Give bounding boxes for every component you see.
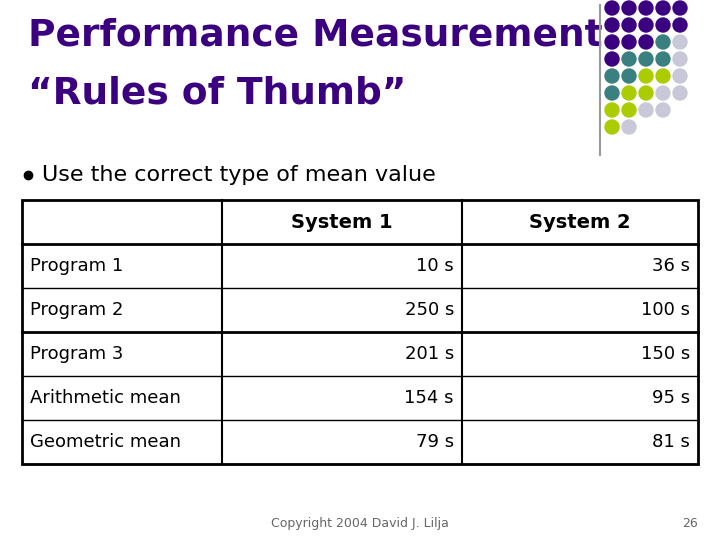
Text: System 2: System 2 [529,213,631,232]
Text: Performance Measurement: Performance Measurement [28,18,603,54]
Circle shape [605,120,619,134]
Circle shape [622,86,636,100]
Circle shape [673,18,687,32]
Circle shape [605,52,619,66]
Text: 95 s: 95 s [652,389,690,407]
Circle shape [622,1,636,15]
Circle shape [639,103,653,117]
Circle shape [622,18,636,32]
Circle shape [622,103,636,117]
Circle shape [605,103,619,117]
Circle shape [656,103,670,117]
Circle shape [656,1,670,15]
Circle shape [656,18,670,32]
Circle shape [673,35,687,49]
Text: 154 s: 154 s [405,389,454,407]
Text: 250 s: 250 s [405,301,454,319]
Circle shape [639,35,653,49]
Circle shape [605,18,619,32]
Text: 150 s: 150 s [641,345,690,363]
Circle shape [639,52,653,66]
Circle shape [656,52,670,66]
Text: 36 s: 36 s [652,257,690,275]
Circle shape [639,18,653,32]
Text: Program 1: Program 1 [30,257,123,275]
Circle shape [673,69,687,83]
Circle shape [639,1,653,15]
Circle shape [605,86,619,100]
Text: Geometric mean: Geometric mean [30,433,181,451]
Text: “Rules of Thumb”: “Rules of Thumb” [28,75,406,111]
Text: Program 3: Program 3 [30,345,123,363]
Circle shape [656,35,670,49]
Text: Copyright 2004 David J. Lilja: Copyright 2004 David J. Lilja [271,517,449,530]
Text: System 1: System 1 [291,213,393,232]
Text: 26: 26 [683,517,698,530]
Text: 81 s: 81 s [652,433,690,451]
Circle shape [605,69,619,83]
Circle shape [656,69,670,83]
Text: Program 2: Program 2 [30,301,123,319]
Circle shape [673,52,687,66]
Text: 79 s: 79 s [416,433,454,451]
Circle shape [622,120,636,134]
Text: Arithmetic mean: Arithmetic mean [30,389,181,407]
Text: 201 s: 201 s [405,345,454,363]
Circle shape [639,69,653,83]
Circle shape [622,52,636,66]
Circle shape [639,86,653,100]
Circle shape [656,86,670,100]
Circle shape [605,35,619,49]
Circle shape [673,86,687,100]
Bar [22,200,698,464]
Circle shape [622,35,636,49]
Text: 100 s: 100 s [641,301,690,319]
Circle shape [605,1,619,15]
Circle shape [673,1,687,15]
Text: Use the correct type of mean value: Use the correct type of mean value [42,165,436,185]
Text: 10 s: 10 s [416,257,454,275]
Circle shape [622,69,636,83]
